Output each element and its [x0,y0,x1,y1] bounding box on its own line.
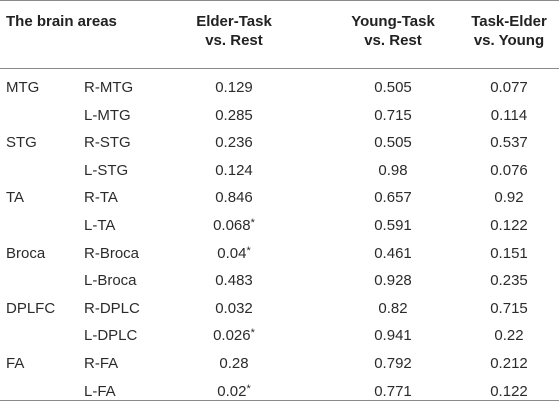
elder-task-value: 0.28 [164,350,304,378]
header-col1-line1: Elder-Task [196,13,272,30]
young-task-value: 0.941 [374,327,412,345]
elder-task-value: 0.124 [164,157,304,185]
header-task-elder-vs-young: Task-Elder vs. Young [459,12,559,50]
header-col2-line1: Young-Task [351,13,435,30]
task-elder-young-value: 0.114 [490,106,528,124]
young-task-value: 0.771 [374,382,412,400]
bottom-rule [0,400,559,401]
region-sub: L-MTG [84,106,131,124]
table-row: L-DPLC 0.026* 0.941 0.22 [0,322,559,350]
elder-task-number: 0.124 [215,161,253,179]
header-col3-line1: Task-Elder [471,13,547,30]
elder-task-value: 0.026* [164,322,304,350]
header-col3-line2: vs. Young [473,32,545,49]
region-sub: R-MTG [84,79,134,96]
table-body: MTG R-MTG 0.129 0.505 0.077 L-MTG 0.285 … [0,68,559,405]
header-elder-task-vs-rest: Elder-Task vs. Rest [164,12,304,50]
elder-task-value: 0.032 [164,295,304,323]
task-elder-young-value: 0.122 [490,382,528,400]
elder-task-number: 0.04 [217,244,247,262]
elder-task-number: 0.236 [215,134,253,152]
elder-task-number: 0.285 [215,106,253,124]
young-task-value: 0.505 [374,134,412,152]
region-sub: R-TA [84,189,118,207]
task-elder-young-value: 0.122 [490,216,528,234]
table-header: The brain areas Elder-Task vs. Rest Youn… [0,0,559,68]
table-row: MTG R-MTG 0.129 0.505 0.077 [0,74,559,102]
top-rule [0,0,559,1]
significance-star: * [250,216,255,229]
table-row: FA R-FA 0.28 0.792 0.212 [0,350,559,378]
region-sub: L-Broca [84,272,137,290]
region-group: Broca [6,244,46,262]
region-sub: L-DPLC [84,327,138,345]
region-sub: R-Broca [84,244,140,262]
task-elder-young-value: 0.151 [490,244,528,262]
young-task-value: 0.461 [374,244,412,262]
elder-task-number: 0.28 [219,354,249,372]
elder-task-value: 0.846 [164,184,304,212]
region-group: MTG [6,79,40,96]
young-task-value: 0.792 [374,354,412,372]
region-sub: R-FA [84,354,119,372]
table-row: L-MTG 0.285 0.715 0.114 [0,102,559,130]
elder-task-value: 0.04* [164,240,304,268]
region-group: FA [6,354,25,372]
elder-task-value: 0.129 [164,74,304,102]
elder-task-number: 0.026 [213,327,251,345]
task-elder-young-value: 0.537 [490,134,528,152]
table-row: DPLFC R-DPLC 0.032 0.82 0.715 [0,295,559,323]
task-elder-young-value: 0.076 [490,161,528,179]
young-task-value: 0.591 [374,216,412,234]
elder-task-value: 0.236 [164,129,304,157]
table-row: L-Broca 0.483 0.928 0.235 [0,267,559,295]
task-elder-young-value: 0.715 [490,299,528,317]
task-elder-young-value: 0.077 [490,79,528,96]
elder-task-value: 0.02* [164,378,304,405]
significance-star: * [246,382,251,395]
region-group: STG [6,134,37,152]
task-elder-young-value: 0.92 [494,189,524,207]
task-elder-young-value: 0.22 [494,327,524,345]
young-task-value: 0.505 [374,79,412,96]
region-group: TA [6,189,25,207]
significance-star: * [246,244,251,257]
elder-task-number: 0.02 [217,382,247,400]
region-sub: L-STG [84,161,129,179]
young-task-value: 0.82 [378,299,408,317]
table-row: TA R-TA 0.846 0.657 0.92 [0,184,559,212]
young-task-value: 0.98 [378,161,408,179]
elder-task-value: 0.285 [164,102,304,130]
task-elder-young-value: 0.212 [490,354,528,372]
elder-task-number: 0.032 [215,299,253,317]
young-task-value: 0.715 [374,106,412,124]
significance-star: * [250,327,255,340]
young-task-value: 0.657 [374,189,412,207]
elder-task-value: 0.068* [164,212,304,240]
elder-task-value: 0.483 [164,267,304,295]
table-row: L-FA 0.02* 0.771 0.122 [0,378,559,405]
elder-task-number: 0.129 [215,79,253,96]
header-col2-line2: vs. Rest [364,32,422,49]
region-sub: L-TA [84,216,116,234]
table-row: L-STG 0.124 0.98 0.076 [0,157,559,185]
table-row: STG R-STG 0.236 0.505 0.537 [0,129,559,157]
young-task-value: 0.928 [374,272,412,290]
header-col1-line2: vs. Rest [205,32,263,49]
elder-task-number: 0.846 [215,189,253,207]
elder-task-number: 0.068 [213,216,251,234]
region-sub: R-STG [84,134,131,152]
header-young-task-vs-rest: Young-Task vs. Rest [323,12,463,50]
region-sub: R-DPLC [84,299,140,317]
table-row: Broca R-Broca 0.04* 0.461 0.151 [0,240,559,268]
elder-task-number: 0.483 [215,272,253,290]
table-row: L-TA 0.068* 0.591 0.122 [0,212,559,240]
region-group: DPLFC [6,299,56,317]
header-brain-areas: The brain areas [6,13,117,30]
header-rule [0,68,559,69]
region-sub: L-FA [84,382,116,400]
task-elder-young-value: 0.235 [490,272,528,290]
